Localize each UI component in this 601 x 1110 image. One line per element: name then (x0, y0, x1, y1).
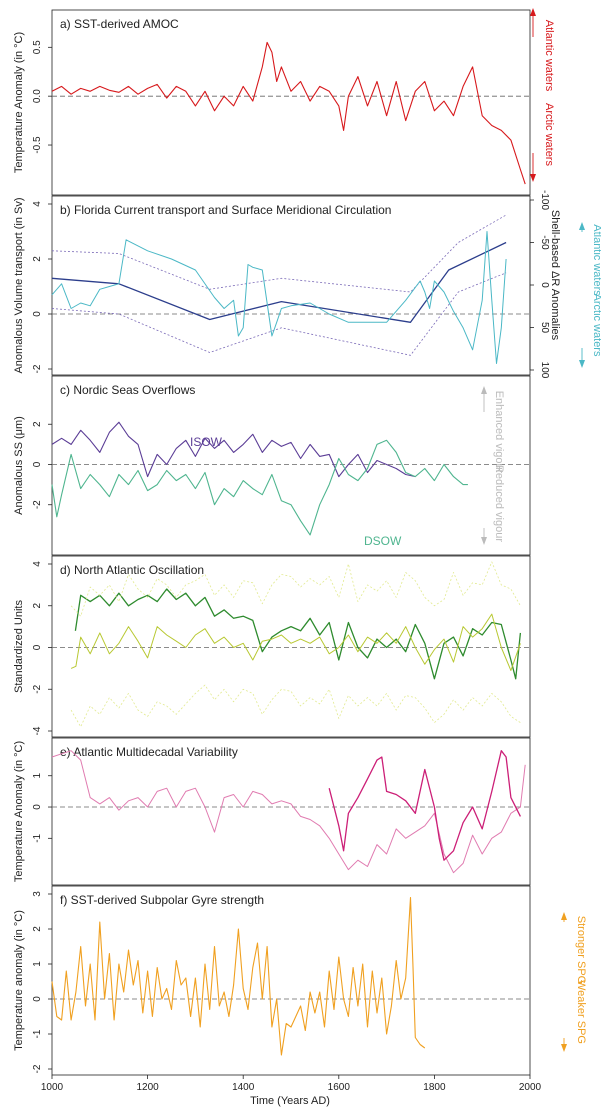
y-tick-label: 1 (32, 773, 43, 779)
annotation-bottom: Reduced vigour (493, 465, 505, 542)
y-axis-label: Temperature Anomaly (in °C) (13, 32, 25, 173)
arrow-head-down (530, 174, 536, 182)
panel-title: c) Nordic Seas Overflows (60, 383, 195, 397)
y-tick-label: 4 (32, 201, 43, 207)
y-tick-label: 3 (32, 891, 43, 897)
y2-tick-label: 50 (539, 322, 550, 334)
y-tick-label: -2 (32, 364, 43, 373)
y-tick-label: -1 (32, 1029, 43, 1038)
panel-frame (51, 555, 531, 738)
arrow-head-down (481, 537, 487, 545)
arrow-head-up (579, 222, 585, 230)
y-tick-label: 0 (32, 804, 43, 810)
y-tick-label: 0 (32, 461, 43, 467)
y-axis-label: Temperature anomaly (in °C) (13, 910, 25, 1051)
x-tick-label: 2000 (519, 1082, 542, 1093)
series-line-2 (51, 214, 507, 293)
y-tick-label: 4 (32, 561, 43, 567)
y-tick-label: 0.5 (32, 40, 43, 54)
series-line-4 (51, 231, 507, 364)
panel-title: d) North Atlantic Oscillation (60, 563, 204, 577)
series-line-4 (70, 684, 521, 728)
y2-tick-label: 100 (539, 362, 550, 379)
y-tick-label: -0.5 (32, 136, 43, 154)
panel-1: a) SST-derived AMOC 0.5 0.0 -0.5 Temperature… (13, 8, 555, 196)
panel-frame (51, 737, 531, 886)
direction-arrow (481, 386, 487, 545)
panel-4: d) North Atlantic Oscillation 4 2 0 -2 -4 Stan… (13, 555, 531, 738)
annotation-top: Stronger SPG (575, 916, 587, 984)
y-tick-label: 0 (32, 996, 43, 1002)
x-tick-label: 1200 (136, 1082, 159, 1093)
y-tick-label: 0 (32, 644, 43, 650)
x-tick-label: 1600 (328, 1082, 351, 1093)
y-axis-label: Anomalous Volume transport (in Sv) (13, 197, 25, 373)
y-tick-label: -2 (32, 1064, 43, 1073)
series-line-1 (51, 896, 426, 1056)
panel-title: b) Florida Current transport and Surface… (60, 203, 391, 217)
direction-arrow (561, 912, 567, 1052)
annotation-bottom: Weaker SPG (575, 980, 587, 1044)
y-tick-label: -1 (32, 833, 43, 842)
series-line-2 (70, 613, 521, 671)
y-axis-label: Standardized Units (13, 600, 25, 693)
panel-frame (51, 375, 531, 556)
direction-arrow (530, 8, 536, 182)
series-line-1 (51, 421, 416, 478)
y-tick-label: 2 (32, 421, 43, 427)
x-tick-label: 1400 (232, 1082, 255, 1093)
series-line-2 (328, 750, 521, 861)
y2-tick-label: 0 (539, 282, 550, 288)
arrow-head-down (561, 1044, 567, 1052)
y-tick-label: -2 (32, 684, 43, 693)
y-tick-label: 1 (32, 961, 43, 967)
x-tick-label: 1000 (41, 1082, 64, 1093)
x-tick-label: 1800 (423, 1082, 446, 1093)
y-tick-label: 0 (32, 311, 43, 317)
annotation-top: Enhanced vigour (493, 391, 505, 474)
panel-5: e) Atlantic Multidecadal Variability 1 0 -1… (13, 737, 531, 886)
annotation-top: Atlantic waters (591, 224, 601, 296)
y-tick-label: 2 (32, 926, 43, 932)
arrow-head-up (561, 912, 567, 920)
arrow-head-down (579, 360, 585, 368)
y-axis-label: Anomalous SS (μm) (13, 416, 25, 515)
label-isow: ISOW (190, 435, 223, 449)
panel-6: f) SST-derived Subpolar Gyre strength 3 2 1… (13, 885, 587, 1093)
y2-axis-label: Shell-based ΔR Anomalies (549, 210, 561, 341)
panel-3: c) Nordic Seas Overflows 2 0 -2 Anomalous SS… (13, 375, 531, 556)
y-tick-label: 2 (32, 256, 43, 262)
series-line-1 (51, 750, 526, 874)
panel-title: a) SST-derived AMOC (60, 17, 179, 31)
arrow-head-up (481, 386, 487, 394)
y-tick-label: -2 (32, 500, 43, 509)
panel-title: e) Atlantic Multidecadal Variability (60, 745, 238, 759)
arrow-head-up (530, 8, 536, 16)
annotation-top: Atlantic waters (543, 20, 555, 92)
series-line-1 (51, 241, 507, 323)
annotation-bottom: Arctic waters (543, 103, 555, 166)
direction-arrow (579, 222, 585, 368)
y2-tick-label: -100 (539, 190, 550, 210)
series-line-1 (74, 588, 522, 680)
series-line-3 (70, 561, 521, 617)
y-tick-label: 0.0 (32, 89, 43, 103)
series-line-1 (51, 41, 526, 185)
y-tick-label: 2 (32, 603, 43, 609)
panel-frame (51, 9, 531, 196)
panel-title: f) SST-derived Subpolar Gyre strength (60, 893, 264, 907)
x-axis-label: Time (Years AD) (250, 1095, 330, 1107)
label-dsow: DSOW (364, 534, 402, 548)
y-tick-label: -4 (32, 726, 43, 735)
panel-2: b) Florida Current transport and Surface… (13, 190, 601, 379)
series-line-3 (51, 272, 507, 356)
y-axis-label: Temperature Anomaly (in °C) (13, 741, 25, 882)
annotation-bottom: Arctic waters (591, 294, 601, 357)
y2-tick-label: -50 (539, 235, 550, 250)
panel-frame (51, 885, 531, 1076)
series-line-2 (51, 439, 468, 536)
